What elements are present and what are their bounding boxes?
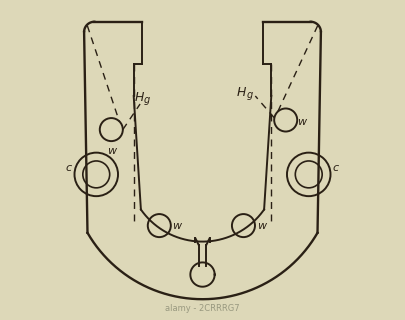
Circle shape bbox=[287, 153, 330, 196]
Text: $H$: $H$ bbox=[134, 91, 145, 104]
Text: $g$: $g$ bbox=[143, 95, 151, 107]
Text: $w$: $w$ bbox=[173, 221, 183, 231]
Polygon shape bbox=[190, 262, 215, 287]
Circle shape bbox=[232, 214, 255, 237]
Circle shape bbox=[148, 214, 171, 237]
Circle shape bbox=[75, 153, 118, 196]
Text: $w$: $w$ bbox=[297, 117, 308, 127]
Text: $H$: $H$ bbox=[236, 86, 247, 99]
Text: $c$: $c$ bbox=[332, 163, 340, 173]
Text: $c$: $c$ bbox=[65, 163, 73, 173]
Text: $g$: $g$ bbox=[246, 90, 254, 102]
Circle shape bbox=[100, 118, 123, 141]
Text: $w$: $w$ bbox=[257, 221, 268, 231]
Circle shape bbox=[274, 108, 297, 132]
Text: $w$: $w$ bbox=[107, 146, 118, 156]
Text: alamy - 2CRRRG7: alamy - 2CRRRG7 bbox=[165, 304, 240, 313]
